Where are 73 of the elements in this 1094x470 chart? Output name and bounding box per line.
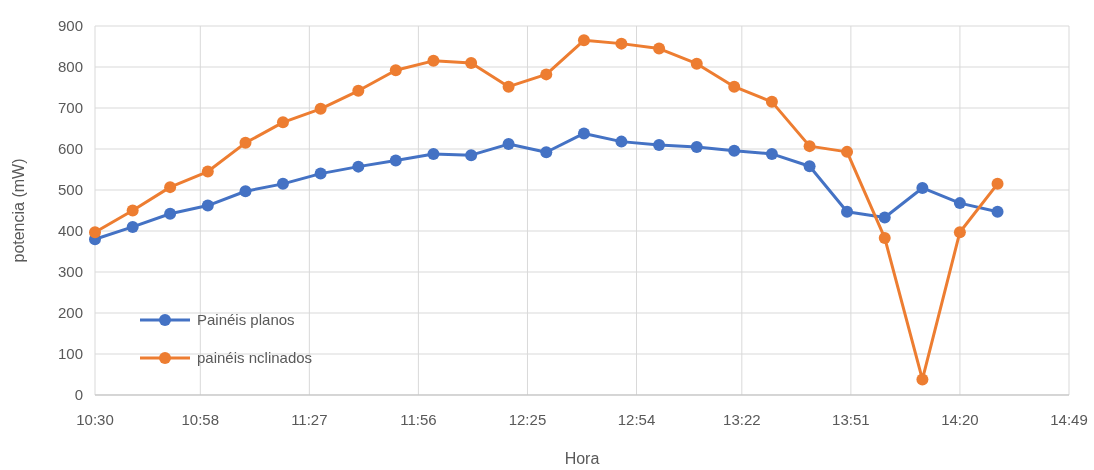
point <box>502 80 515 93</box>
point <box>615 135 628 148</box>
point <box>201 199 214 212</box>
point <box>728 144 741 157</box>
point <box>991 205 1004 218</box>
point <box>465 149 478 162</box>
point <box>389 154 402 167</box>
y-tick-label: 0 <box>74 386 83 404</box>
point <box>427 54 440 67</box>
point <box>577 34 590 47</box>
x-tick-label: 10:58 <box>181 411 220 428</box>
x-axis-title: Hora <box>564 450 600 467</box>
x-tick-label: 11:27 <box>291 411 328 428</box>
point <box>841 205 854 218</box>
point <box>728 80 741 93</box>
x-tick-label: 13:22 <box>723 411 761 428</box>
y-tick-label: 300 <box>57 263 83 281</box>
y-axis-title: potencia (mW) <box>10 158 27 263</box>
y-tick-label: 200 <box>57 304 83 322</box>
y-tick-label: 600 <box>57 140 83 158</box>
point <box>239 185 252 198</box>
legend-label: Painéis planos <box>197 311 295 329</box>
point <box>690 57 703 70</box>
x-tick-label: 12:25 <box>508 411 547 428</box>
y-tick-label: 400 <box>57 222 83 240</box>
point <box>164 181 177 194</box>
point <box>540 68 553 81</box>
x-tick-label: 14:49 <box>1050 411 1088 428</box>
point <box>89 226 101 239</box>
point <box>803 140 816 153</box>
point <box>765 147 778 160</box>
point <box>352 160 365 173</box>
point <box>276 116 289 129</box>
y-tick-label: 500 <box>57 181 83 199</box>
y-tick-label: 800 <box>57 58 83 76</box>
point <box>615 37 628 50</box>
point <box>239 136 252 149</box>
point <box>841 145 854 158</box>
x-tick-label: 13:51 <box>832 411 870 428</box>
point <box>502 138 515 151</box>
point <box>540 146 553 159</box>
x-tick-label: 14:20 <box>941 411 979 428</box>
point <box>314 167 327 180</box>
point <box>878 231 891 244</box>
point <box>276 177 289 190</box>
point <box>916 373 929 386</box>
y-tick-label: 100 <box>57 345 83 363</box>
point <box>653 42 666 55</box>
point <box>690 140 703 153</box>
point <box>126 220 139 233</box>
x-tick-label: 10:30 <box>76 411 114 428</box>
point <box>803 160 816 173</box>
point <box>164 207 177 220</box>
point <box>878 211 891 224</box>
point <box>352 84 365 97</box>
point <box>653 138 666 151</box>
legend-label: painéis nclinados <box>197 349 313 367</box>
point <box>201 165 214 178</box>
y-tick-label: 900 <box>57 17 83 35</box>
point <box>953 226 966 239</box>
point <box>427 147 440 160</box>
point <box>389 64 402 77</box>
x-tick-label: 12:54 <box>617 411 656 428</box>
point <box>577 127 590 140</box>
point <box>314 102 327 115</box>
x-tick-label: 11:56 <box>400 411 437 428</box>
point <box>991 177 1004 190</box>
y-tick-label: 700 <box>57 99 83 117</box>
point <box>916 181 929 194</box>
point <box>465 56 478 69</box>
point <box>953 197 966 210</box>
point <box>126 204 139 217</box>
point <box>765 95 778 108</box>
